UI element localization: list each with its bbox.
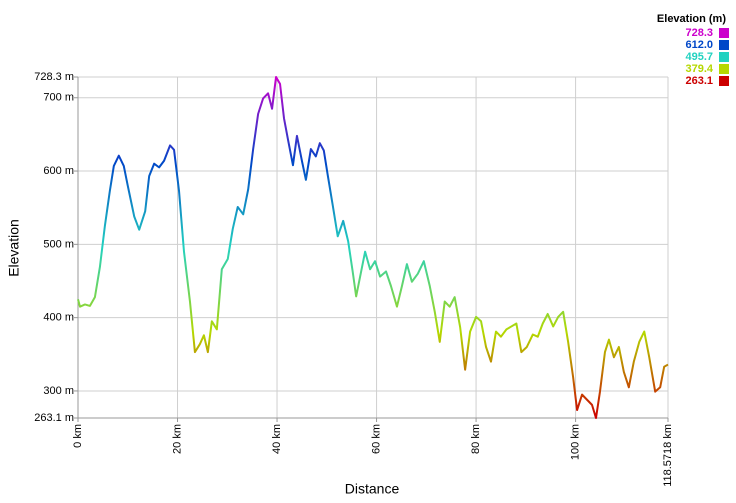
- y-tick-label: 400 m: [43, 312, 74, 324]
- legend-swatch: [719, 64, 729, 74]
- legend-title: Elevation (m): [657, 13, 726, 25]
- legend-swatch: [719, 40, 729, 50]
- x-tick-label: 60 km: [370, 424, 382, 454]
- elevation-line: [77, 76, 669, 419]
- y-tick-label: 263.1 m: [34, 412, 74, 424]
- legend-label: 612.0: [685, 39, 713, 51]
- x-tick-label: 20 km: [171, 424, 183, 454]
- y-tick-label: 500 m: [43, 238, 74, 250]
- legend-label: 263.1: [685, 75, 713, 87]
- y-tick-label: 728.3 m: [34, 71, 74, 83]
- y-axis-label: Elevation: [6, 219, 22, 277]
- x-axis-label: Distance: [345, 481, 400, 497]
- x-tick-label: 80 km: [470, 424, 482, 454]
- legend-swatch: [719, 52, 729, 62]
- x-tick-label: 0 km: [72, 424, 84, 448]
- y-tick-label: 300 m: [43, 385, 74, 397]
- legend-swatch: [719, 28, 729, 38]
- legend-label: 728.3: [685, 27, 713, 39]
- legend-swatch: [719, 76, 729, 86]
- legend-label: 495.7: [685, 51, 713, 63]
- y-tick-label: 700 m: [43, 92, 74, 104]
- x-tick-label: 100 km: [569, 424, 581, 460]
- legend-label: 379.4: [685, 63, 713, 75]
- x-tick-label: 40 km: [271, 424, 283, 454]
- y-tick-label: 600 m: [43, 165, 74, 177]
- x-tick-label: 118.5718 km: [662, 424, 674, 487]
